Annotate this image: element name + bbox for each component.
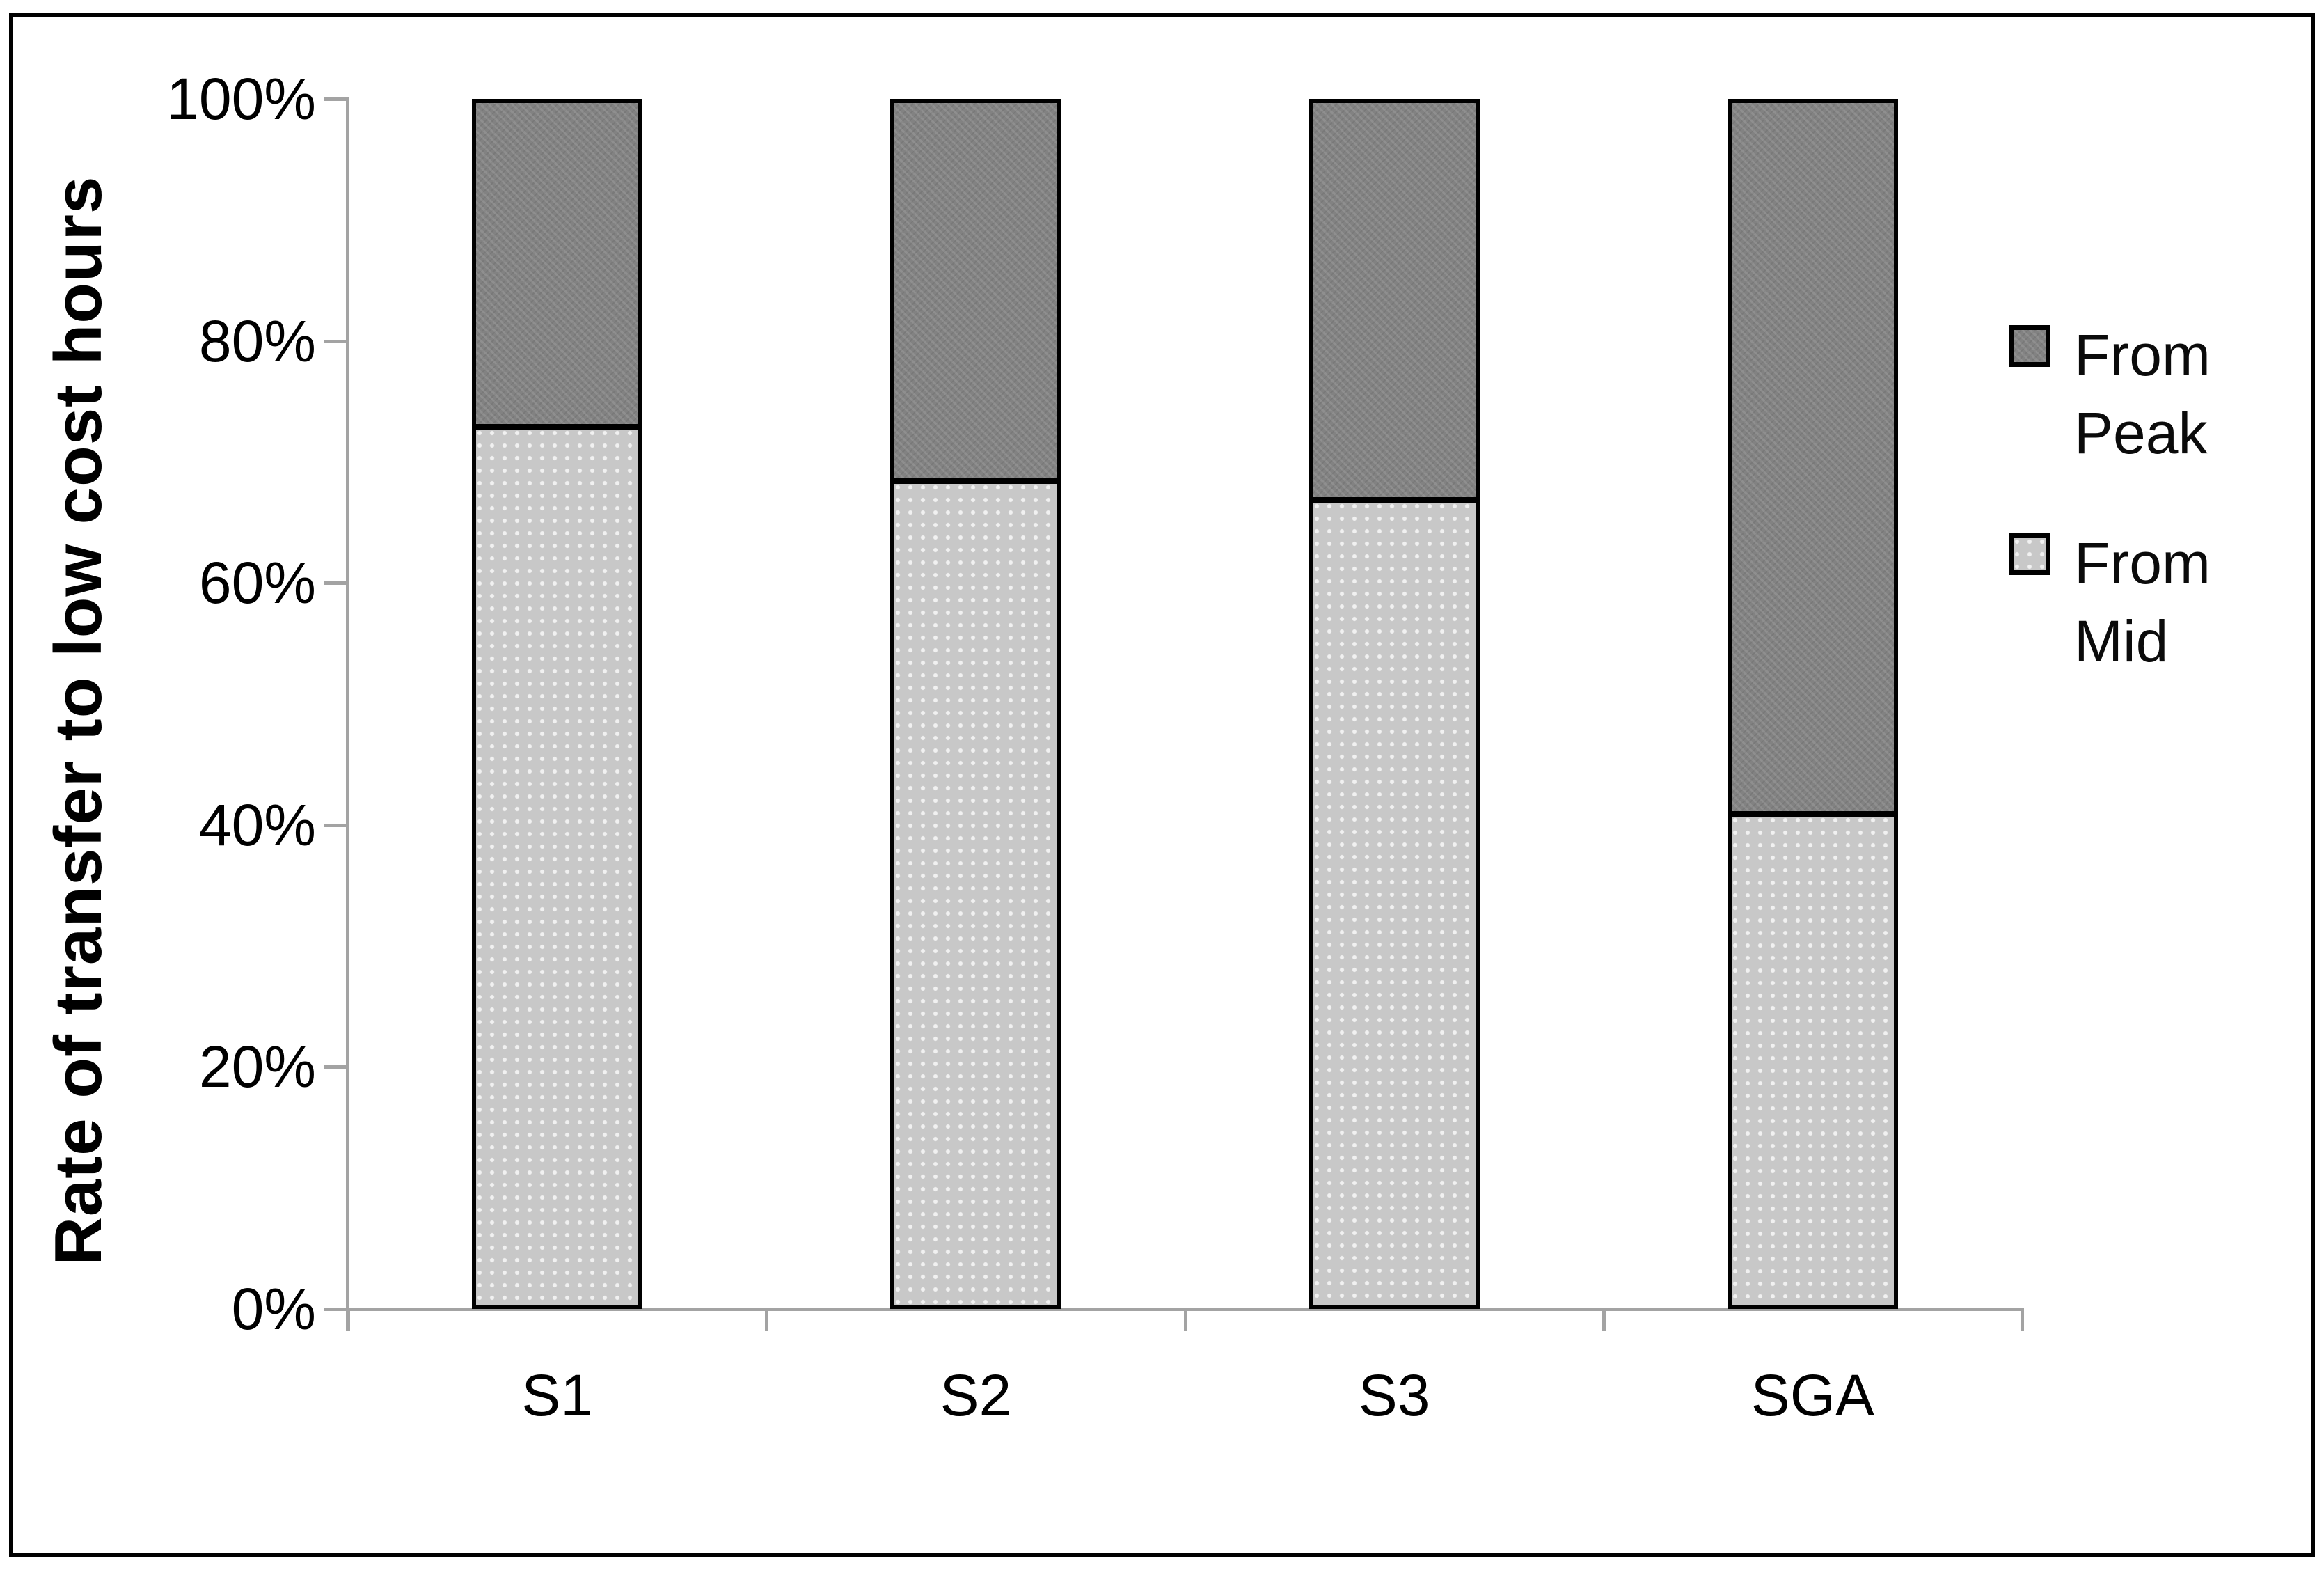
y-axis-title: Rate of transfer to low cost hours [41, 175, 116, 1266]
legend-item-peak: From Peak [2009, 317, 2255, 472]
x-axis-tick-mark [765, 1309, 769, 1331]
legend-label-peak: From Peak [2074, 322, 2211, 466]
y-axis-tick-mark [324, 1308, 348, 1311]
bar-sga [1727, 99, 1898, 1309]
legend-swatch-peak [2009, 325, 2050, 367]
bar-s2 [890, 99, 1061, 1309]
x-axis-tick-mark [2021, 1309, 2024, 1331]
bar-segment-from-peak-s3 [1313, 103, 1476, 503]
bar-segment-from-mid-s3 [1313, 502, 1476, 1305]
x-axis-tick-mark [1183, 1309, 1187, 1331]
x-category-label-sga: SGA [1750, 1363, 1875, 1428]
y-axis-tick-mark [324, 823, 348, 827]
y-tick-label: 60% [198, 550, 316, 616]
bar-segment-from-mid-s1 [476, 430, 639, 1305]
bar-s3 [1309, 99, 1480, 1309]
y-tick-label: 80% [198, 308, 316, 374]
y-tick-label: 40% [198, 792, 316, 858]
figure-border [9, 13, 2315, 1557]
legend-label-mid: From Mid [2074, 531, 2211, 675]
bar-segment-from-peak-s2 [894, 103, 1057, 485]
y-axis-tick-mark [324, 581, 348, 586]
legend-swatch-mid [2009, 533, 2050, 576]
bar-s1 [472, 99, 643, 1309]
bar-segment-from-mid-sga [1731, 817, 1894, 1305]
y-tick-label: 100% [166, 66, 316, 132]
bar-segment-from-peak-s1 [476, 103, 639, 430]
y-axis-tick-mark [324, 339, 348, 343]
bar-segment-from-peak-sga [1731, 103, 1894, 817]
legend: From Peak From Mid [2009, 317, 2255, 681]
legend-item-mid: From Mid [2009, 525, 2255, 680]
x-category-label-s2: S2 [940, 1363, 1012, 1428]
bar-segment-from-mid-s2 [894, 484, 1057, 1305]
x-category-label-s3: S3 [1358, 1363, 1430, 1428]
y-axis-tick-mark [324, 97, 348, 101]
x-axis-tick-mark [347, 1309, 350, 1331]
y-axis-line [346, 97, 349, 1331]
y-tick-label: 20% [198, 1034, 316, 1100]
x-axis-tick-mark [1602, 1309, 1606, 1331]
y-axis-tick-mark [324, 1065, 348, 1069]
y-tick-label: 0% [231, 1276, 316, 1342]
x-category-label-s1: S1 [521, 1363, 593, 1428]
